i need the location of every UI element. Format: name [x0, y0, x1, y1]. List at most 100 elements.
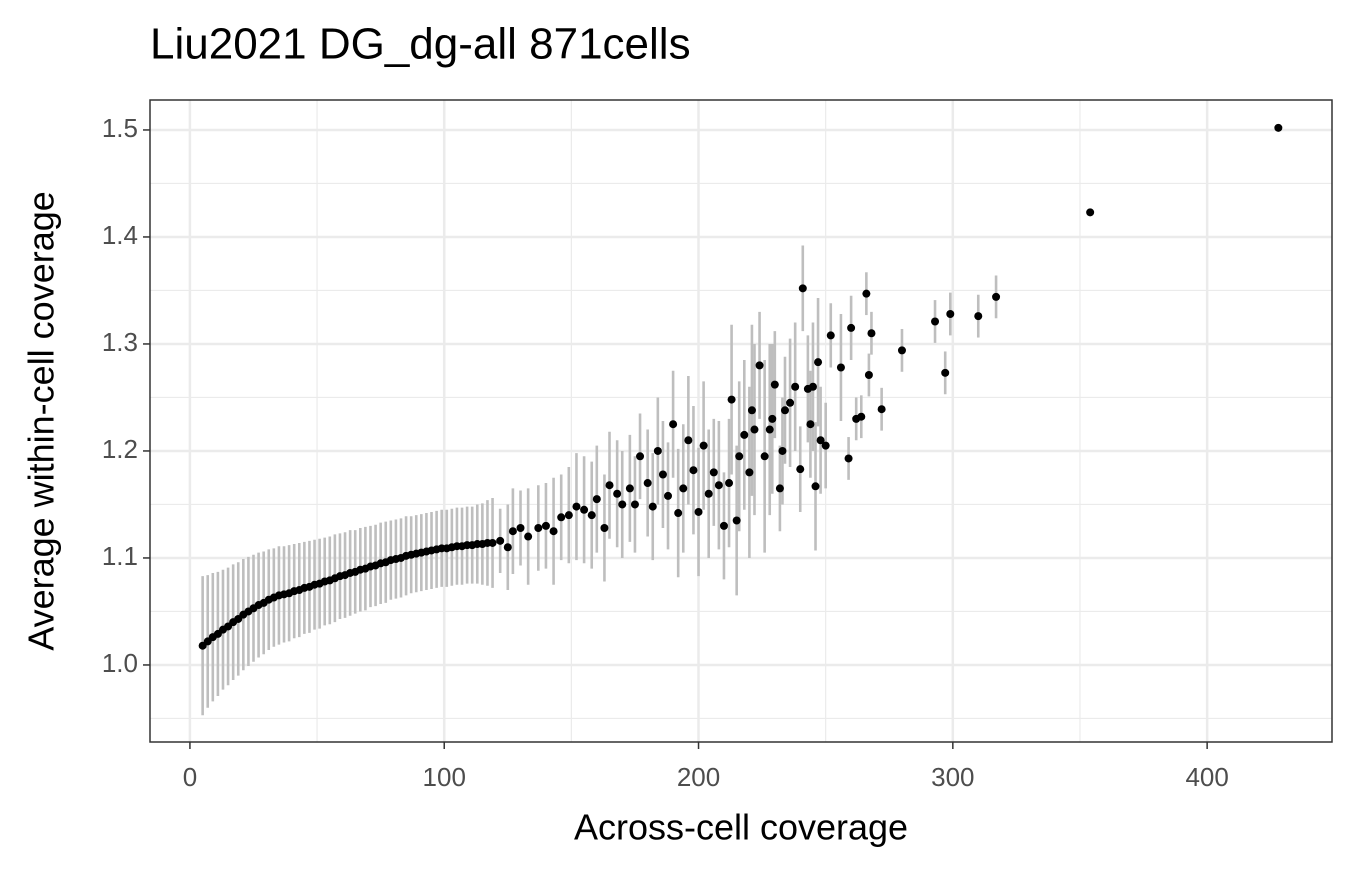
- point: [974, 312, 983, 321]
- grid: [150, 100, 1332, 742]
- point: [1086, 208, 1095, 217]
- point: [992, 292, 1001, 301]
- point: [541, 521, 550, 530]
- point: [549, 527, 558, 536]
- point: [791, 382, 800, 391]
- y-tick-label: 1.3: [102, 327, 138, 357]
- point: [836, 363, 845, 372]
- point: [946, 310, 955, 318]
- point: [630, 500, 639, 509]
- point: [806, 420, 815, 429]
- point: [780, 406, 789, 415]
- point: [679, 484, 688, 493]
- chart-title: Liu2021 DG_dg-all 871cells: [150, 20, 691, 69]
- point: [587, 511, 596, 520]
- point: [931, 317, 940, 326]
- point: [699, 441, 708, 450]
- y-axis-label: Average within-cell coverage: [21, 191, 62, 651]
- point: [778, 446, 787, 455]
- point: [709, 468, 718, 477]
- x-tick-label: 400: [1185, 762, 1228, 792]
- point: [503, 543, 512, 552]
- point: [765, 425, 774, 434]
- point: [786, 398, 795, 407]
- point: [674, 509, 683, 518]
- y-tick-label: 1.2: [102, 434, 138, 464]
- point: [941, 368, 950, 377]
- point: [747, 406, 756, 415]
- point: [732, 516, 741, 525]
- point: [592, 495, 601, 504]
- point: [745, 468, 754, 477]
- point: [811, 482, 820, 491]
- point: [897, 346, 906, 355]
- point: [689, 466, 698, 475]
- point: [669, 420, 678, 429]
- axes: 0 100 200 300 400 1.0 1.1 1.2 1.3 1.4 1.5: [102, 113, 1229, 792]
- point: [808, 382, 817, 391]
- point: [605, 481, 614, 490]
- point: [727, 395, 736, 404]
- point: [557, 513, 566, 522]
- point: [572, 502, 581, 511]
- point: [877, 405, 886, 414]
- point: [534, 524, 543, 532]
- point: [524, 532, 533, 541]
- point: [798, 284, 807, 293]
- point: [844, 454, 853, 463]
- point: [816, 436, 825, 445]
- point: [580, 505, 589, 514]
- point: [658, 470, 667, 479]
- point: [564, 511, 573, 520]
- x-tick-label: 200: [677, 762, 720, 792]
- point: [847, 323, 856, 332]
- x-tick-label: 300: [931, 762, 974, 792]
- point: [821, 441, 830, 450]
- point: [664, 491, 673, 500]
- point: [613, 489, 622, 498]
- point: [648, 502, 657, 511]
- point: [796, 465, 805, 474]
- point: [516, 524, 525, 532]
- x-tick-label: 100: [423, 762, 466, 792]
- point: [814, 358, 823, 367]
- point: [600, 524, 609, 532]
- y-tick-label: 1.0: [102, 648, 138, 678]
- point: [636, 452, 645, 461]
- point: [714, 481, 723, 490]
- x-tick-label: 0: [183, 762, 197, 792]
- point: [768, 414, 777, 423]
- x-axis-label: Across-cell coverage: [574, 807, 908, 848]
- point: [694, 507, 703, 516]
- point: [735, 452, 744, 461]
- y-tick-label: 1.4: [102, 220, 138, 250]
- point: [857, 412, 866, 421]
- point: [618, 500, 627, 509]
- point: [725, 479, 734, 488]
- point: [867, 329, 876, 338]
- point: [704, 489, 713, 498]
- point: [755, 361, 764, 370]
- point: [719, 521, 728, 530]
- y-tick-label: 1.5: [102, 113, 138, 143]
- panel-border: [149, 99, 1333, 743]
- y-tick-label: 1.1: [102, 541, 138, 571]
- point: [826, 331, 835, 340]
- point: [862, 289, 871, 298]
- point: [760, 452, 769, 461]
- point: [864, 370, 873, 379]
- point: [770, 380, 779, 389]
- point: [653, 446, 662, 455]
- point: [625, 484, 634, 493]
- point: [684, 436, 693, 445]
- marks: [198, 123, 1283, 716]
- point: [643, 479, 652, 488]
- point: [1274, 123, 1283, 132]
- point: [750, 425, 759, 434]
- point: [496, 536, 505, 545]
- point: [508, 527, 517, 536]
- point: [488, 538, 497, 547]
- point: [775, 484, 784, 493]
